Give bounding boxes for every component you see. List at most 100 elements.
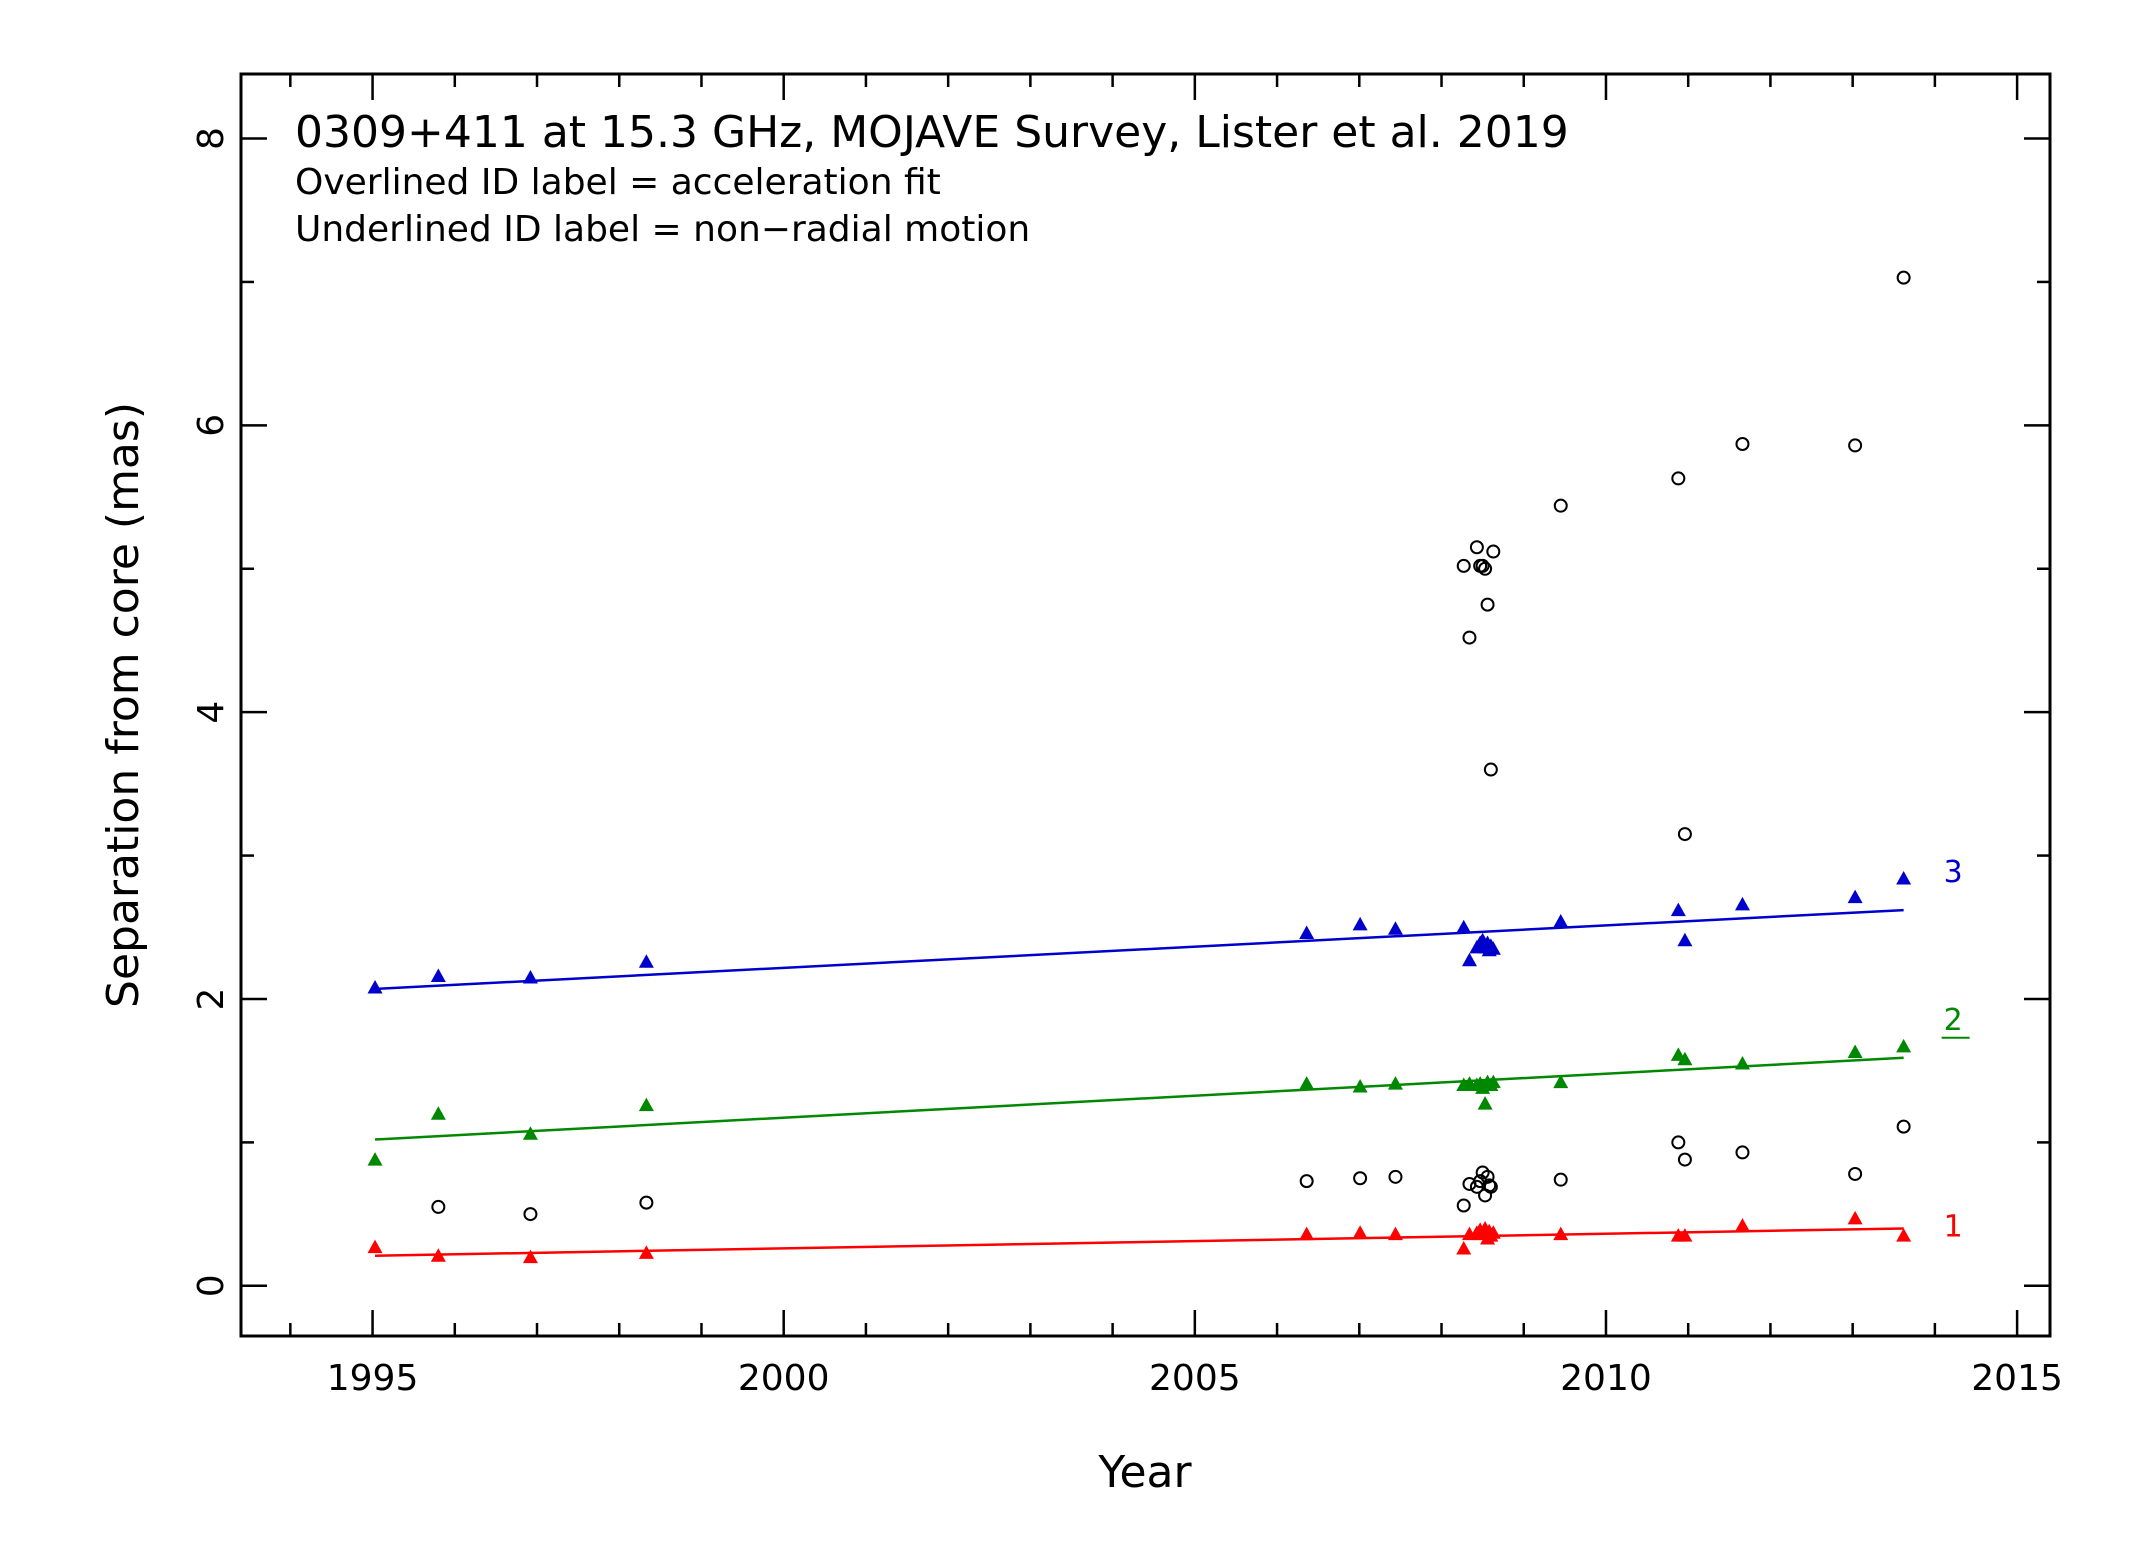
series-id-label-3: 3: [1944, 855, 1963, 890]
data-point-series-2: [1299, 1076, 1315, 1090]
series-id-label-2: 2: [1944, 1003, 1963, 1038]
data-point-unassigned: [523, 1207, 538, 1222]
data-point-unassigned: [1848, 1166, 1863, 1181]
data-point-unassigned: [1462, 630, 1477, 645]
data-point-unassigned: [1475, 558, 1490, 573]
data-point-series-3: [1461, 952, 1477, 967]
data-point-series-3: [1847, 889, 1863, 904]
data-point-series-3: [638, 954, 654, 968]
data-point-unassigned: [1482, 1178, 1497, 1193]
data-point-series-3: [367, 980, 383, 994]
note-non-radial: Underlined ID label = non−radial motion: [295, 209, 1030, 250]
y-tick-label: 0: [191, 1274, 232, 1297]
data-point-unassigned: [1671, 1135, 1686, 1150]
data-point-series-3: [1352, 916, 1368, 931]
data-point-series-1: [638, 1245, 654, 1259]
data-point-unassigned: [1483, 762, 1498, 777]
data-point-series-2: [638, 1097, 654, 1112]
data-point-series-3: [1553, 914, 1569, 928]
data-point-series-3: [522, 969, 538, 984]
data-point-unassigned: [1896, 1119, 1911, 1134]
data-point-series-2: [1734, 1056, 1750, 1070]
y-tick-label: 2: [191, 988, 232, 1011]
data-points: [367, 270, 1912, 1264]
data-point-series-1: [1896, 1228, 1912, 1242]
data-point-series-2: [1485, 1074, 1501, 1089]
y-axis-label: Separation from core (mas): [98, 402, 149, 1008]
data-point-series-3: [430, 968, 446, 983]
data-point-series-3: [1734, 896, 1750, 911]
axis-ticks: 1995 2000 2005 2010 2015 0 2 4 6 8: [191, 74, 2063, 1399]
data-point-unassigned: [1553, 1172, 1568, 1187]
data-point-unassigned: [639, 1195, 654, 1210]
data-point-series-2: [1677, 1051, 1693, 1066]
series-labels: 1 2 3: [1941, 855, 1970, 1244]
data-point-unassigned: [431, 1199, 446, 1214]
data-point-unassigned: [1388, 1169, 1403, 1184]
x-tick-label: 2000: [738, 1358, 830, 1399]
data-point-series-2: [1847, 1044, 1863, 1059]
data-point-series-3: [1677, 932, 1693, 947]
data-point-series-3: [1387, 921, 1403, 935]
data-point-series-3: [1670, 902, 1686, 917]
data-point-series-1: [1553, 1226, 1569, 1241]
data-point-unassigned: [1735, 436, 1750, 451]
data-point-series-1: [1456, 1241, 1472, 1255]
data-point-series-2: [1387, 1076, 1403, 1090]
data-point-unassigned: [1671, 471, 1686, 486]
data-point-unassigned: [1456, 1198, 1471, 1213]
data-point-series-2: [430, 1106, 446, 1120]
data-point-unassigned: [1353, 1171, 1368, 1186]
data-point-series-1: [1847, 1210, 1863, 1225]
fit-line-1: [375, 1227, 1904, 1257]
data-point-series-1: [1677, 1228, 1693, 1242]
fit-lines: [374, 908, 1904, 1257]
data-point-series-1: [1734, 1218, 1750, 1232]
data-point-series-2: [367, 1152, 383, 1166]
y-tick-label: 4: [191, 701, 232, 724]
data-point-unassigned: [1456, 558, 1471, 573]
data-point-series-1: [1299, 1226, 1315, 1241]
data-point-series-1: [367, 1239, 383, 1254]
data-point-unassigned: [1478, 561, 1493, 576]
y-tick-label: 6: [191, 414, 232, 437]
data-point-series-2: [522, 1126, 538, 1140]
data-point-unassigned: [1299, 1174, 1314, 1189]
x-tick-label: 2010: [1560, 1358, 1652, 1399]
data-point-series-1: [522, 1249, 538, 1264]
x-tick-label: 1995: [327, 1358, 419, 1399]
chart-title: 0309+411 at 15.3 GHz, MOJAVE Survey, Lis…: [295, 107, 1569, 158]
data-point-series-1: [1485, 1225, 1501, 1239]
data-point-unassigned: [1483, 1179, 1498, 1194]
data-point-series-2: [1352, 1078, 1368, 1093]
data-point-series-1: [1352, 1225, 1368, 1239]
data-point-series-2: [1477, 1096, 1493, 1110]
data-point-unassigned: [1480, 597, 1495, 612]
fit-line-2: [374, 1056, 1904, 1141]
data-point-unassigned: [1553, 498, 1568, 513]
data-point-unassigned: [1677, 827, 1692, 842]
data-point-series-1: [430, 1248, 446, 1262]
x-tick-label: 2005: [1149, 1358, 1241, 1399]
data-point-series-2: [1896, 1038, 1912, 1053]
y-tick-label: 8: [191, 127, 232, 150]
data-point-series-3: [1456, 919, 1472, 934]
x-tick-label: 2015: [1971, 1358, 2063, 1399]
data-point-series-1: [1387, 1226, 1403, 1241]
x-axis-label: Year: [1097, 1447, 1192, 1498]
data-point-unassigned: [1735, 1145, 1750, 1160]
series-id-label-1: 1: [1944, 1209, 1963, 1244]
data-point-unassigned: [1896, 270, 1911, 285]
data-point-unassigned: [1848, 438, 1863, 453]
data-point-series-3: [1299, 925, 1315, 940]
data-point-series-2: [1553, 1074, 1569, 1089]
data-point-unassigned: [1677, 1152, 1692, 1167]
data-point-unassigned: [1469, 540, 1484, 555]
data-point-series-3: [1485, 941, 1501, 955]
data-point-series-3: [1896, 871, 1912, 885]
plot-frame: [239, 72, 2052, 1338]
note-acceleration: Overlined ID label = acceleration fit: [295, 162, 941, 203]
data-point-unassigned: [1486, 544, 1501, 559]
fit-line-3: [374, 908, 1904, 991]
